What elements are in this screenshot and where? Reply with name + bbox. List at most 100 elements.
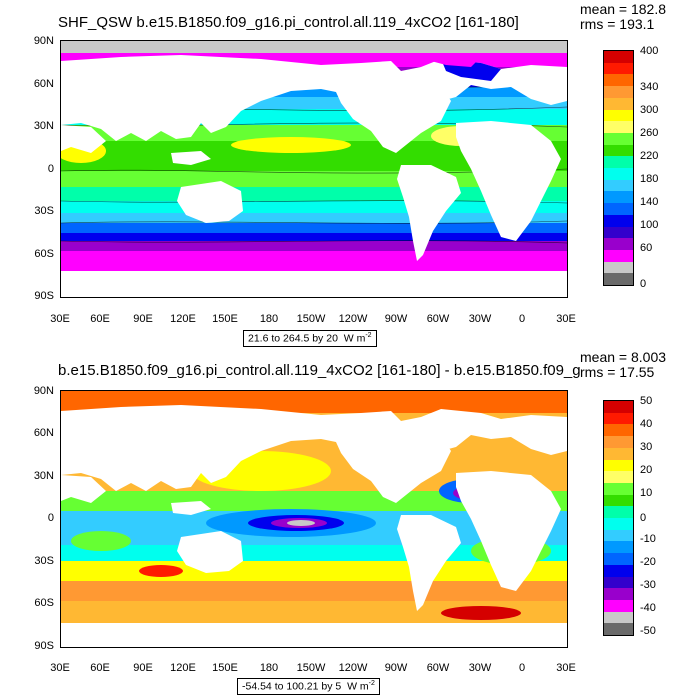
bottom-lon-label: 120E [170,662,196,674]
top-colorbar-label: 300 [640,104,659,116]
top-colorbar-swatch [604,74,633,87]
top-lat-label: 90S [34,290,54,302]
top-lon-label: 180 [259,313,279,325]
top-title: SHF_QSW b.e15.B1850.f09_g16.pi_control.a… [58,14,519,31]
bottom-colorbar-swatch [604,623,633,636]
bottom-colorbar-label: -40 [640,602,656,614]
top-lon-label: 30W [468,313,492,325]
bottom-colorbar-swatch [604,436,633,448]
top-map-svg [61,41,567,297]
bottom-lon-label: 120W [338,662,368,674]
bottom-colorbar-swatch [604,412,633,425]
top-colorbar-swatch [604,121,633,133]
bottom-lat-label: 90N [33,385,54,397]
bottom-lon-label: 30W [468,662,492,674]
top-colorbar-label: 60 [640,242,653,254]
top-lon-label: 60W [426,313,450,325]
top-units: W m [343,332,366,345]
bottom-colorbar-swatch [604,564,633,577]
bottom-map-svg [61,391,567,647]
top-lat-label: 30S [34,205,54,217]
bottom-map [60,390,568,648]
top-lat-label: 60N [33,78,54,90]
top-lon-label: 90E [133,313,153,325]
top-colorbar-label: 180 [640,173,659,185]
bottom-colorbar-label: -30 [640,579,656,591]
top-colorbar-swatch [604,249,633,262]
top-colorbar-swatch [604,179,633,192]
bottom-range-box: -54.54 to 100.21 by 5 W m-2 [237,678,380,695]
top-colorbar-swatch [604,144,633,157]
top-colorbar-swatch [604,261,633,274]
top-lon-label: 30E [556,313,576,325]
bottom-lon-label: 60W [426,662,450,674]
bottom-lon-label: 90E [133,662,153,674]
bottom-colorbar-label: 30 [640,441,653,453]
bottom-lon-label: 0 [518,662,526,674]
bottom-colorbar-swatch [604,611,633,624]
bottom-lon-label: 150W [296,662,326,674]
top-lon-label: 150W [296,313,326,325]
top-colorbar [603,50,634,286]
top-colorbar-swatch [604,97,633,110]
bottom-lon-label: 180 [259,662,279,674]
top-lat-label: 30N [33,120,54,132]
top-lon-label: 150E [212,313,238,325]
bottom-colorbar-swatch [604,541,633,554]
top-range-text: 21.6 to 264.5 by 20 [248,332,338,345]
bottom-colorbar-swatch [604,471,633,483]
bottom-lat-label: 90S [34,640,54,652]
bottom-lon-label: 30E [50,662,70,674]
top-range-box: 21.6 to 264.5 by 20 W m-2 [243,330,377,347]
top-lon-label: 30E [50,313,70,325]
bottom-lon-label: 150E [212,662,238,674]
top-colorbar-label: 260 [640,127,659,139]
bottom-colorbar-label: -20 [640,556,656,568]
bottom-colorbar-swatch [604,482,633,495]
bottom-mean: mean = 8.003 [580,349,667,365]
bottom-colorbar-label: 20 [640,464,653,476]
bottom-colorbar-label: 40 [640,418,653,430]
bottom-colorbar-label: 0 [640,512,647,524]
bottom-rms: rms = 17.55 [580,364,655,380]
bottom-colorbar-swatch [604,459,633,472]
bottom-range-text: -54.54 to 100.21 by 5 [242,680,342,693]
top-colorbar-swatch [604,191,633,204]
bottom-colorbar-swatch [604,553,633,565]
top-colorbar-swatch [604,132,633,145]
top-lon-label: 60E [90,313,110,325]
bottom-units-exp: -2 [368,680,375,687]
top-lon-label: 0 [518,313,526,325]
bottom-colorbar-swatch [604,506,633,519]
top-colorbar-swatch [604,109,633,122]
top-colorbar-swatch [604,168,633,180]
bottom-colorbar-swatch [604,599,633,612]
top-lat-label: 0 [47,163,54,175]
top-colorbar-swatch [604,273,633,286]
bottom-colorbar-swatch [604,576,633,589]
bottom-colorbar-swatch [604,588,633,600]
top-colorbar-swatch [604,238,633,250]
top-colorbar-label: 0 [640,278,647,290]
top-mean: mean = 182.8 [580,1,667,17]
bottom-colorbar-label: 50 [640,395,653,407]
top-lon-label: 120W [338,313,368,325]
bottom-lon-label: 30E [556,662,576,674]
bottom-lat-label: 30S [34,555,54,567]
top-lon-label: 90W [384,313,408,325]
bottom-colorbar-label: -10 [640,533,656,545]
top-rms: rms = 193.1 [580,16,655,32]
top-colorbar-swatch [604,203,633,215]
top-colorbar-swatch [604,156,633,169]
bottom-units: W m [347,680,369,693]
bottom-colorbar-label: 10 [640,487,653,499]
top-colorbar-swatch [604,51,633,63]
bottom-lat-label: 60S [34,597,54,609]
bottom-colorbar-swatch [604,447,633,460]
bottom-colorbar-label: -50 [640,625,656,637]
bottom-colorbar-swatch [604,424,633,437]
bottom-lat-label: 0 [47,512,54,524]
bottom-lon-label: 60E [90,662,110,674]
top-colorbar-label: 340 [640,81,659,93]
top-colorbar-swatch [604,226,633,239]
